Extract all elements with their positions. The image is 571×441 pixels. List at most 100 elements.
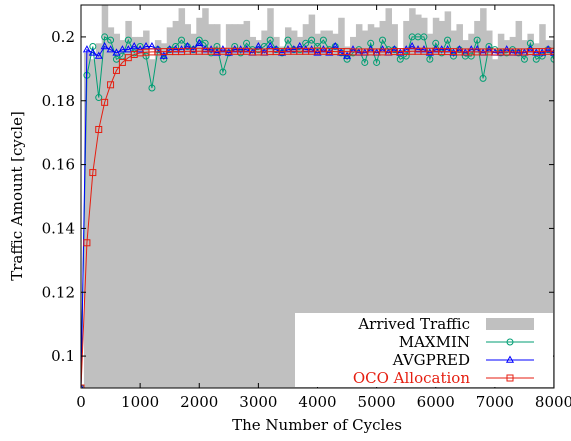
arrived-traffic-bar <box>314 33 322 388</box>
maxmin-marker <box>402 52 410 60</box>
arrived-traffic-bar <box>338 17 345 388</box>
arrived-traffic-bar <box>83 52 91 388</box>
oco-allocation-marker <box>101 98 109 106</box>
x-tick-label: 5000 <box>358 393 396 411</box>
arrived-traffic-bar <box>545 40 552 388</box>
arrived-traffic-bar <box>497 33 505 388</box>
maxmin-marker <box>473 36 481 44</box>
arrived-traffic-bar <box>196 17 203 388</box>
avgpred-marker <box>413 45 423 53</box>
series-lines <box>81 33 554 388</box>
avgpred-marker <box>325 48 334 56</box>
legend-keys <box>486 318 534 382</box>
y-tick-label: 0.18 <box>42 92 75 110</box>
arrived-traffic-bar <box>219 49 227 388</box>
arrived-traffic-bar <box>509 36 517 388</box>
arrived-traffic-bar <box>267 8 274 388</box>
x-tick-label: 0 <box>76 393 86 411</box>
oco-allocation-marker <box>118 58 126 66</box>
arrived-traffic-bar <box>184 24 191 388</box>
legend-marker-maxmin <box>506 338 514 346</box>
arrived-traffic-bar <box>279 46 286 388</box>
avgpred-marker <box>141 41 151 50</box>
avgpred-marker <box>159 51 168 59</box>
arrived-traffic-bar <box>237 24 245 388</box>
maxmin-marker <box>361 58 369 66</box>
maxmin-marker <box>520 55 528 63</box>
arrived-traffic-bar <box>208 24 215 388</box>
avgpred-marker <box>319 45 328 53</box>
maxmin-marker <box>101 33 109 41</box>
maxmin-marker <box>467 52 475 60</box>
arrived-traffic-bar <box>273 36 280 388</box>
legend-label-maxmin: MAXMIN <box>399 333 470 351</box>
arrived-traffic-bar <box>172 20 180 388</box>
avgpred-marker <box>201 45 210 53</box>
avgpred-marker <box>189 45 198 53</box>
arrived-traffic-bar <box>154 40 162 388</box>
avgpred-marker <box>301 45 310 53</box>
arrived-traffic-bar <box>415 14 422 388</box>
maxmin-marker <box>124 36 132 44</box>
arrived-traffic-bar <box>456 24 463 388</box>
arrived-traffic-bar <box>202 8 209 388</box>
y-tick-label: 0.1 <box>51 347 75 365</box>
arrived-traffic-bar <box>231 24 239 388</box>
x-tick-label: 1000 <box>121 393 159 411</box>
maxmin-marker <box>396 55 404 63</box>
avgpred-marker <box>289 45 298 53</box>
avgpred-marker <box>218 45 227 53</box>
avgpred-marker <box>242 45 251 53</box>
arrived-traffic-bar <box>480 8 487 388</box>
arrived-traffic-bar <box>125 20 132 388</box>
maxmin-marker <box>95 94 103 102</box>
maxmin-marker <box>444 36 452 44</box>
arrived-traffic-bar <box>113 33 121 388</box>
arrived-traffic-bar <box>249 36 257 388</box>
oco-allocation-marker <box>89 169 97 177</box>
arrived-traffic-bar <box>409 8 416 388</box>
arrived-traffic-bar <box>468 33 475 388</box>
maxmin-marker <box>107 36 115 44</box>
oco-allocation-marker <box>83 239 91 247</box>
arrived-traffic-bar <box>225 24 233 388</box>
avgpred-marker <box>118 45 127 53</box>
arrived-traffic-bar <box>320 30 327 388</box>
arrived-traffic-bar <box>344 46 351 388</box>
arrived-traffic-bar <box>361 30 369 388</box>
avgpred-marker <box>207 45 216 53</box>
arrived-traffic-bar <box>190 33 197 388</box>
avgpred-marker <box>283 45 292 53</box>
arrived-traffic-bar <box>521 40 528 388</box>
avgpred-marker <box>230 45 239 53</box>
arrived-traffic-bar <box>444 11 452 388</box>
maxmin-marker <box>532 55 540 63</box>
arrived-traffic-bar <box>131 36 138 388</box>
avgpred-marker <box>343 51 352 59</box>
y-tick-label: 0.14 <box>42 219 75 237</box>
legend-label-oco-allocation: OCO Allocation <box>353 369 470 387</box>
arrived-traffic-bar <box>515 20 523 388</box>
maxmin-marker <box>308 36 316 44</box>
plot-frame <box>80 4 555 389</box>
arrived-traffic-bar <box>397 49 404 388</box>
arrived-traffic-bar <box>403 20 410 388</box>
arrived-traffic-bar <box>143 30 150 388</box>
x-tick-label: 3000 <box>239 393 277 411</box>
arrived-traffic-bar <box>243 20 251 388</box>
arrived-traffic-bar <box>462 40 469 388</box>
x-tick-label: 4000 <box>298 393 336 411</box>
arrived-traffic-bar <box>474 20 481 388</box>
legend-marker-avgpred <box>505 355 515 363</box>
avgpred-marker <box>106 45 115 53</box>
maxmin-marker <box>319 36 327 44</box>
oco-allocation-marker <box>550 47 554 55</box>
avgpred-marker <box>212 48 222 56</box>
arrived-traffic-bar <box>101 5 109 388</box>
x-tick-label: 8000 <box>535 393 571 411</box>
arrived-traffic-bar <box>379 20 387 388</box>
arrived-traffic-bar <box>450 30 458 388</box>
arrived-traffic-bar <box>119 40 126 388</box>
arrived-traffic-bar <box>432 17 440 388</box>
